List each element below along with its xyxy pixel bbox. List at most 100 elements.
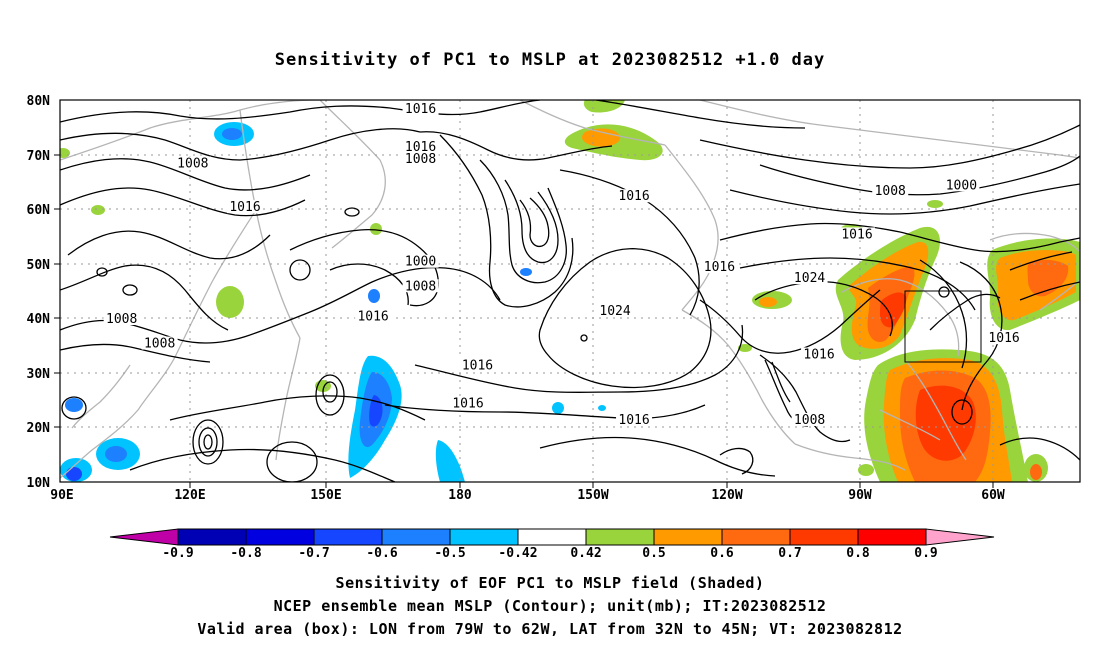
contour-label-bg	[791, 412, 828, 426]
caption-contour-field: NCEP ensemble mean MSLP (Contour); unit(…	[273, 597, 827, 615]
contour-label-bg	[801, 347, 838, 361]
contour-label-bg	[355, 309, 392, 323]
colorbar-tick-label: -0.6	[366, 546, 397, 561]
contour-label: 1008	[405, 152, 436, 167]
shade-neg-small-3	[520, 268, 532, 276]
contour-label: 1016	[462, 358, 493, 373]
contour-label: 1008	[405, 279, 436, 294]
colorbar-tick-label: 0.7	[778, 546, 801, 561]
shade-small-9	[927, 200, 943, 208]
lon-label: 90W	[848, 488, 872, 503]
shade-neg-bob-1-core	[105, 446, 127, 462]
colorbar-end-high	[925, 528, 995, 546]
lat-labels: 80N 70N 60N 50N 40N 30N 20N 10N	[27, 94, 51, 491]
contour-label: 1024	[794, 271, 825, 286]
shade-small-11	[1030, 464, 1042, 480]
colorbar-box	[585, 528, 655, 546]
lat-label: 80N	[27, 94, 51, 109]
lon-label: 150E	[310, 488, 341, 503]
contour-label-bg	[402, 140, 439, 154]
colorbar: -0.9 -0.8 -0.7 -0.6 -0.5 -0.42 0.42 0.5 0.6 0.7 0.…	[109, 528, 995, 561]
colorbar-tick-label: 0.5	[642, 546, 665, 561]
lon-label: 120W	[711, 488, 742, 503]
shade-neg-bob-2-core	[66, 467, 82, 481]
colorbar-box	[653, 528, 723, 546]
contour-label: 1008	[875, 184, 906, 199]
contour-label: 1016	[405, 140, 436, 155]
contour-label-bg	[701, 260, 738, 274]
lat-label: 30N	[27, 367, 51, 382]
shade-wnp-core	[369, 395, 383, 427]
colorbar-tick-label: 0.6	[710, 546, 734, 561]
contour-label-bg	[791, 271, 828, 285]
contour-label-bg	[459, 358, 496, 372]
shade-arctic-orange	[581, 128, 621, 147]
lat-label: 60N	[27, 203, 51, 218]
contour-label: 1016	[618, 413, 649, 428]
colorbar-box	[313, 528, 383, 546]
lon-label: 120E	[174, 488, 205, 503]
negative-shading	[60, 122, 606, 482]
map-title: Sensitivity of PC1 to MSLP at 2023082512…	[274, 50, 826, 70]
lon-labels: 90E 120E 150E 180 150W 120W 90W 60W	[50, 488, 1005, 503]
contour-label: 1008	[106, 312, 137, 327]
lon-label: 90E	[50, 488, 73, 503]
shade-small-7	[759, 297, 777, 307]
contour-label: 1016	[357, 309, 388, 324]
contour-label-bg	[141, 336, 178, 350]
contour-label-bg	[616, 412, 653, 426]
contour-label-bg	[597, 303, 634, 317]
shade-neg-small-5	[598, 405, 606, 411]
lat-label: 70N	[27, 149, 51, 164]
shade-useast-peak	[880, 292, 907, 328]
colorbar-box	[245, 528, 315, 546]
contour-label-bg	[943, 178, 980, 192]
contour-label: 1016	[452, 397, 483, 412]
shade-small-13	[738, 344, 752, 352]
shade-neg-small-1	[65, 398, 83, 412]
colorbar-tick-label: 0.8	[846, 546, 870, 561]
mslp-contours	[60, 100, 1080, 482]
colorbar-tick-label: 0.9	[914, 546, 937, 561]
colorbar-tick-label: -0.8	[230, 546, 261, 561]
shade-wnp-south	[435, 440, 465, 482]
axis-ticks	[54, 154, 994, 488]
contour-label-bg	[174, 156, 211, 170]
lon-label: 180	[448, 488, 472, 503]
caption-shaded-field: Sensitivity of EOF PC1 to MSLP field (Sh…	[335, 574, 765, 592]
shade-neg-small-4	[552, 402, 564, 414]
contour-label-bg	[450, 396, 486, 410]
shade-neg-small-2	[368, 289, 380, 303]
contour-label: 1008	[144, 337, 175, 352]
contour-label: 1008	[177, 156, 208, 171]
shade-small-12	[858, 464, 874, 476]
contour-label-bg	[402, 101, 439, 115]
lat-label: 40N	[27, 312, 51, 327]
colorbar-tick-label: -0.9	[162, 546, 193, 561]
contour-label: 1016	[704, 260, 735, 275]
contour-label: 1016	[803, 347, 834, 362]
contour-label: 1008	[794, 413, 825, 428]
lon-label: 150W	[577, 488, 608, 503]
positive-shading	[60, 100, 1080, 482]
map-frame	[59, 99, 1081, 483]
contour-label-bg	[227, 200, 264, 214]
colorbar-tick-label: -0.7	[298, 546, 329, 561]
contour-label: 1016	[405, 102, 436, 117]
colorbar-tick-label: -0.42	[498, 546, 537, 561]
colorbar-box	[177, 528, 247, 546]
caption-valid-area: Valid area (box): LON from 79W to 62W, L…	[197, 620, 903, 638]
contour-label: 1024	[599, 304, 630, 319]
contour-label-bg	[839, 227, 876, 241]
contour-label-bg	[616, 189, 653, 203]
contour-label: 1000	[405, 255, 436, 270]
contour-label-bg	[986, 331, 1023, 345]
shade-small-2	[91, 205, 105, 215]
colorbar-box	[517, 528, 587, 546]
contour-label: 1016	[618, 189, 649, 204]
contour-label: 1016	[841, 227, 872, 242]
contour-label-bg	[402, 279, 439, 293]
contour-label-bg	[872, 183, 909, 197]
colorbar-box	[789, 528, 859, 546]
